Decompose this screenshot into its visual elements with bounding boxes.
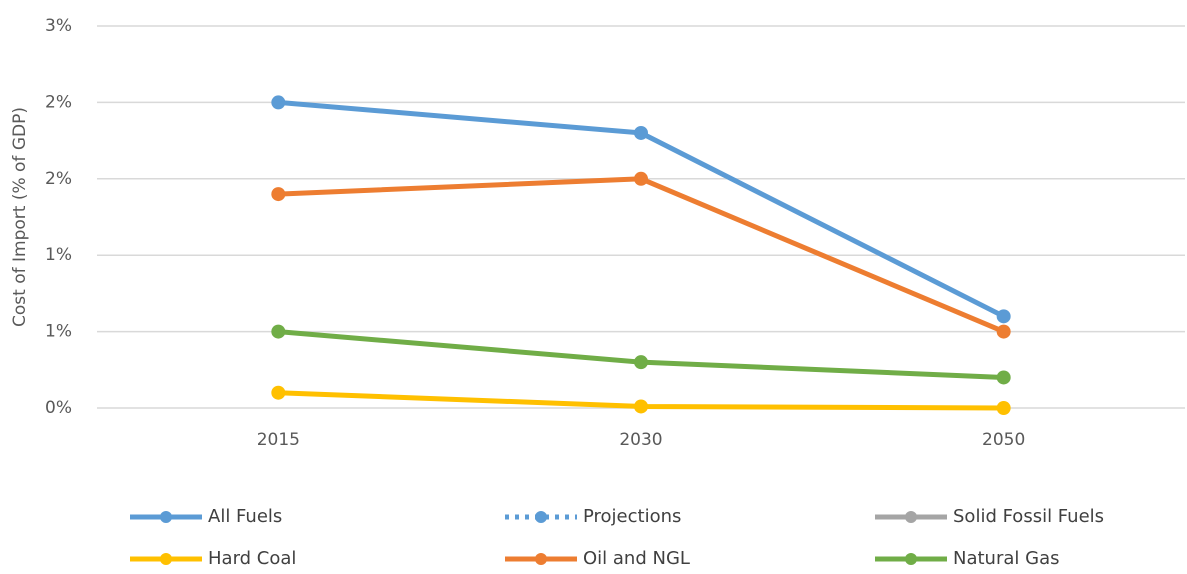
y-tick-label: 1% <box>45 245 72 265</box>
legend-label: Projections <box>583 506 681 527</box>
legend-marker <box>535 553 547 565</box>
legend-label: Natural Gas <box>953 548 1059 569</box>
point <box>634 399 648 414</box>
point <box>634 171 648 186</box>
point <box>996 324 1011 339</box>
x-tick-label: 2050 <box>982 430 1025 450</box>
point <box>996 370 1011 385</box>
point <box>634 125 648 140</box>
point <box>271 324 286 339</box>
y-tick-label: 2% <box>45 169 72 189</box>
legend-marker <box>905 511 917 523</box>
y-tick-label: 2% <box>45 92 72 112</box>
y-tick-label: 0% <box>45 398 72 418</box>
legend-label: Hard Coal <box>208 548 296 569</box>
legend-marker <box>160 553 172 565</box>
legend-marker <box>535 511 547 523</box>
series-line <box>278 329 1004 380</box>
x-tick-label: 2030 <box>619 430 662 450</box>
point <box>996 401 1011 415</box>
x-tick-label: 2015 <box>257 430 300 450</box>
point <box>634 355 648 370</box>
legend-label: Oil and NGL <box>583 548 690 569</box>
y-axis-title: Cost of Import (% of GDP) <box>10 107 30 327</box>
legend-marker <box>160 511 172 523</box>
point <box>271 385 286 400</box>
y-tick-label: 1% <box>45 322 72 342</box>
point <box>271 95 286 110</box>
y-tick-label: 3% <box>45 16 72 36</box>
legend-marker <box>905 553 917 565</box>
legend-label: All Fuels <box>208 506 282 527</box>
point <box>996 309 1011 324</box>
point <box>271 187 286 202</box>
legend-label: Solid Fossil Fuels <box>953 506 1104 527</box>
